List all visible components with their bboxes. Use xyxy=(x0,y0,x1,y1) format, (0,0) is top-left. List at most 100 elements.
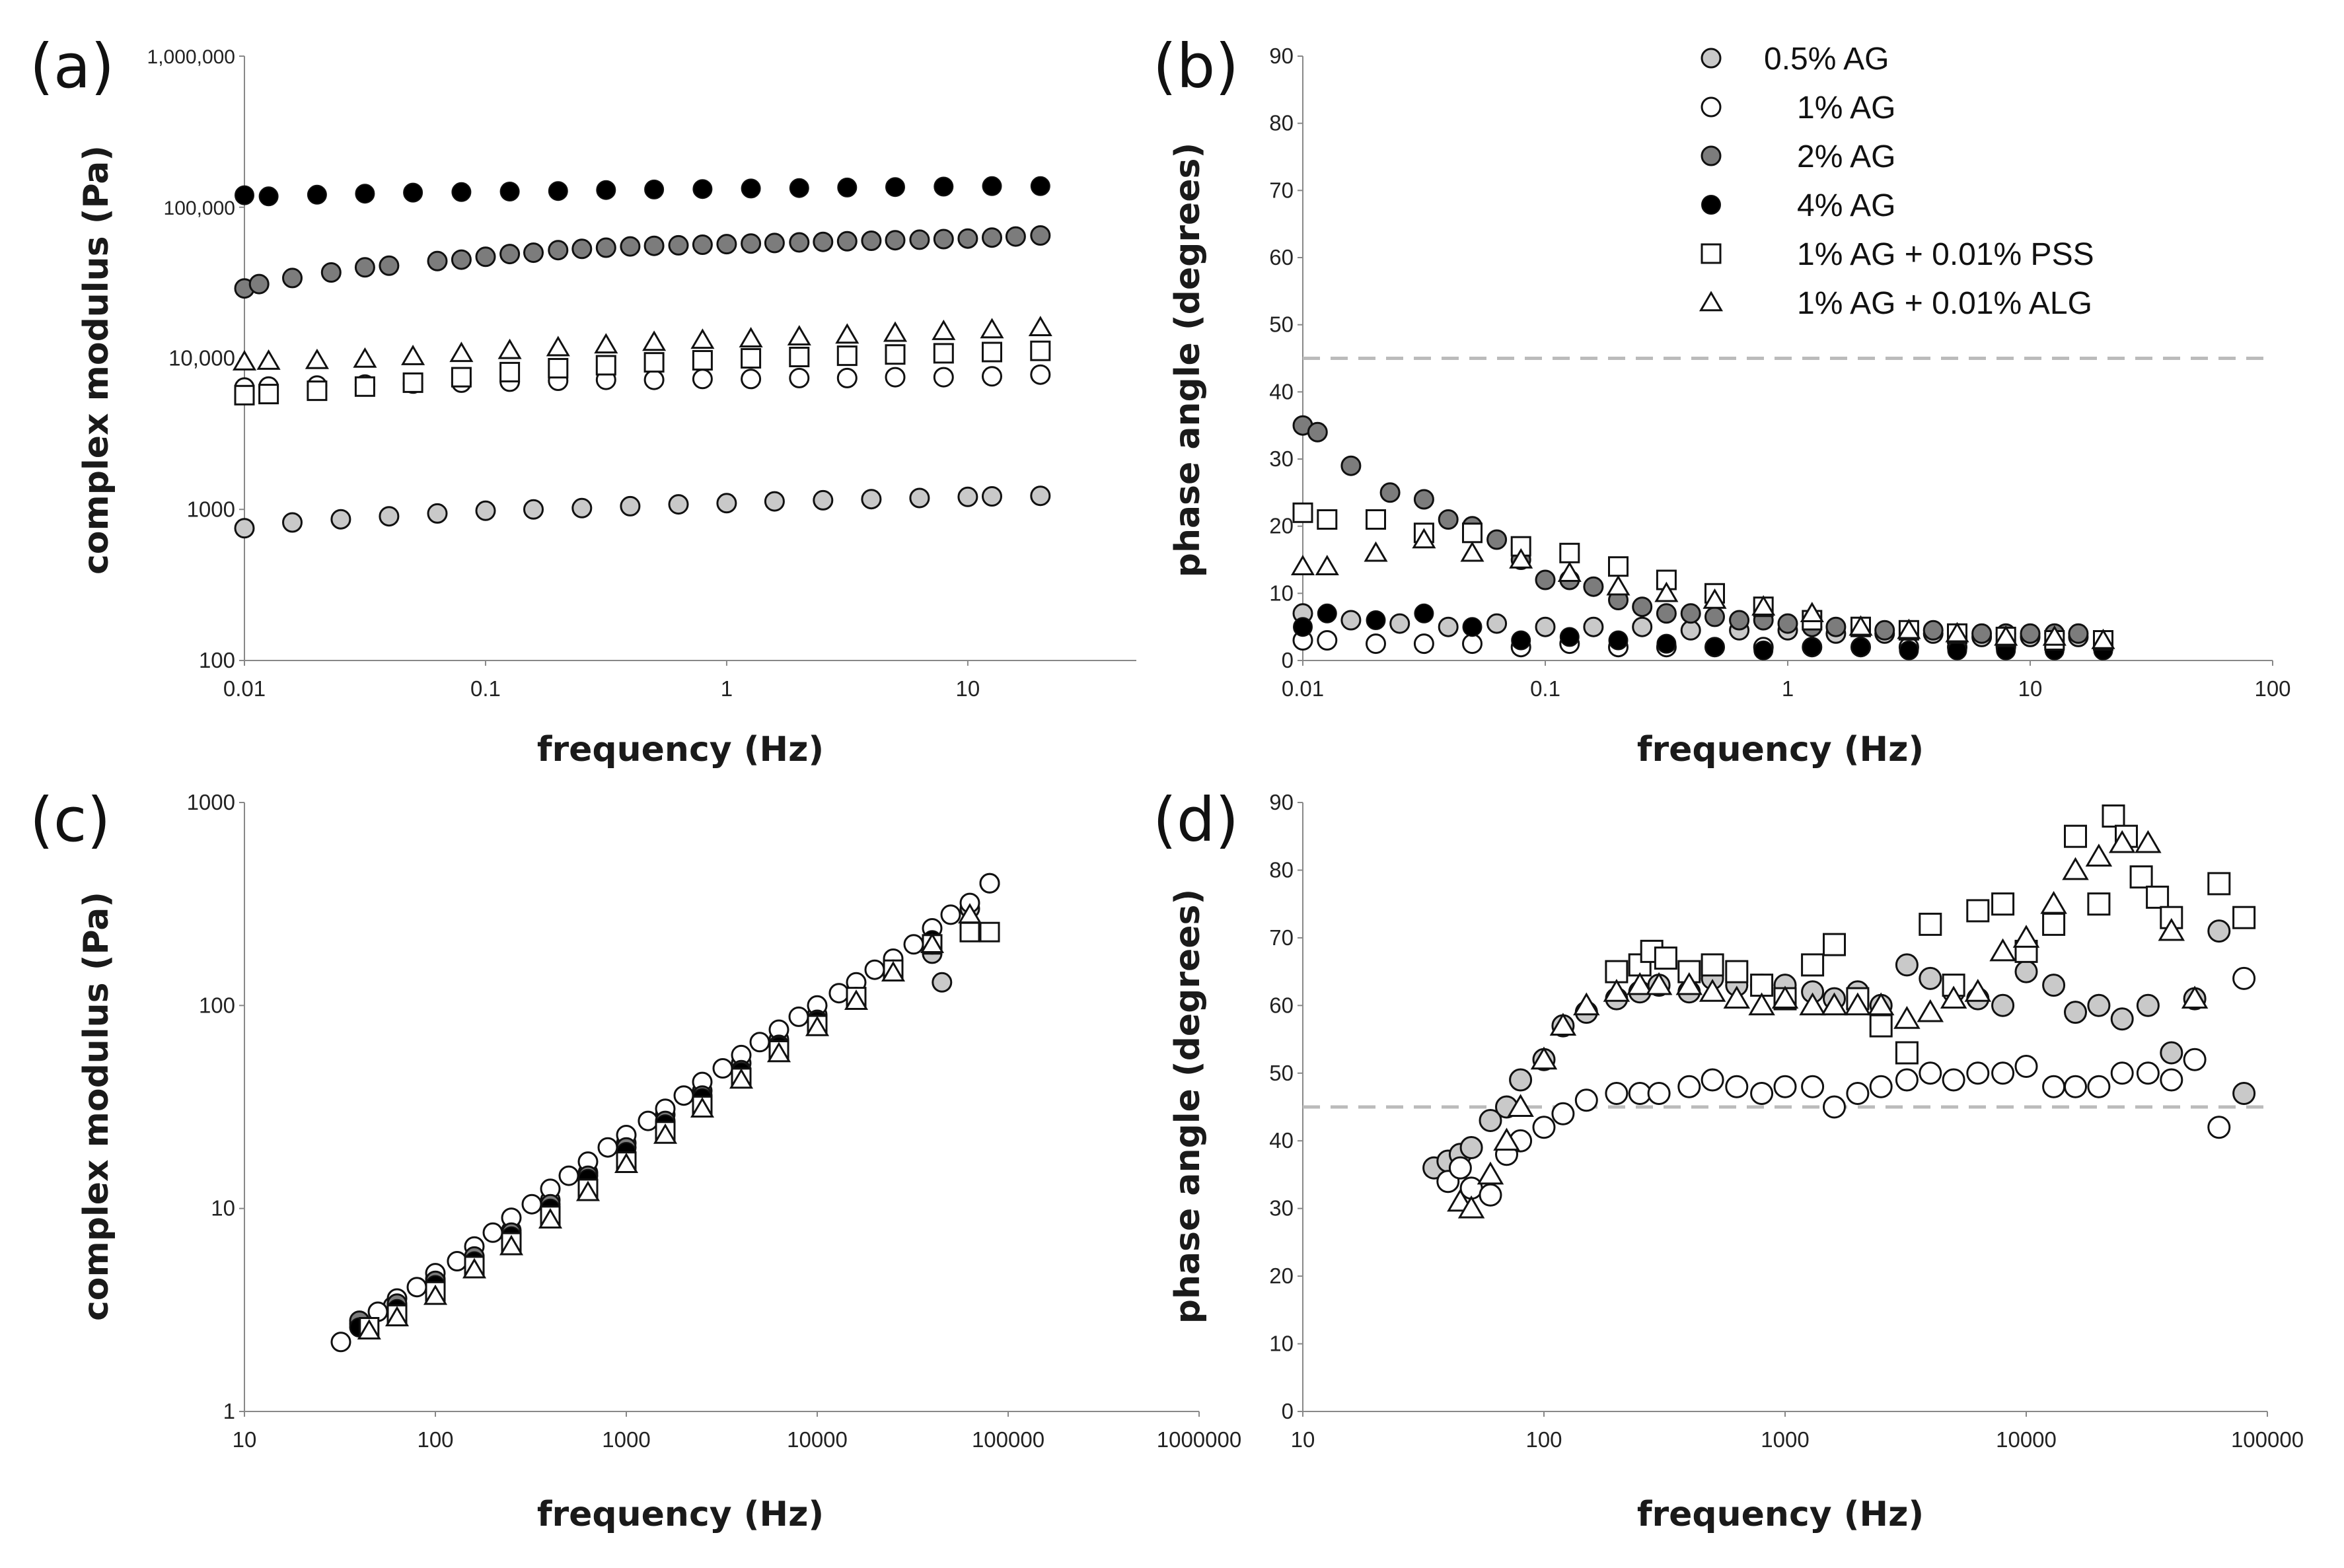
data-point xyxy=(1701,1068,1724,1092)
data-point xyxy=(1315,555,1339,575)
data-point xyxy=(355,184,375,204)
panel-d-y-axis-title: phase angle (degrees) xyxy=(1168,889,1208,1324)
data-point xyxy=(1448,1156,1472,1180)
data-point xyxy=(1802,637,1822,657)
data-point xyxy=(741,233,762,254)
series-1-ag-0-01-pss xyxy=(234,340,1051,406)
x-tick-label: 10 xyxy=(233,1427,257,1452)
y-tick-label: 40 xyxy=(1269,1128,1294,1153)
data-point xyxy=(1340,455,1362,476)
x-tick-label: 10 xyxy=(1291,1427,1315,1452)
data-point xyxy=(2135,830,2162,853)
data-point xyxy=(451,182,472,202)
y-tick-label: 50 xyxy=(1269,312,1294,337)
data-point xyxy=(940,904,961,925)
data-point xyxy=(1994,625,2018,646)
data-point xyxy=(2158,917,2185,941)
data-point xyxy=(1799,992,1826,1016)
data-point xyxy=(1867,992,1895,1016)
data-point xyxy=(256,349,281,370)
data-point xyxy=(1628,1082,1652,1105)
data-point xyxy=(1028,316,1052,337)
data-point xyxy=(2042,625,2067,646)
data-point xyxy=(1583,576,1604,597)
x-tick-label: 0.1 xyxy=(470,676,501,701)
data-point xyxy=(548,181,568,201)
legend-item-3: 4% AG xyxy=(1701,188,1895,223)
data-point xyxy=(1307,421,1328,443)
data-point xyxy=(451,367,472,388)
panel-c-y-ticks: 1 10 100 1000 xyxy=(187,790,244,1423)
data-point xyxy=(1413,489,1434,510)
panel-b-label: (b) xyxy=(1153,31,1239,102)
data-point xyxy=(1030,485,1051,507)
panel-d-markers xyxy=(1422,804,2256,1219)
y-tick-label: 10 xyxy=(211,1196,235,1221)
data-point xyxy=(1777,613,1798,634)
panel-d-x-ticks: 10 100 1000 10000 100000 xyxy=(1291,1411,2304,1452)
x-tick-label: 0.1 xyxy=(1530,676,1560,701)
data-point xyxy=(813,489,834,511)
legend-label-3: 4% AG xyxy=(1797,188,1895,223)
panel-d-label: (d) xyxy=(1153,785,1239,855)
data-point xyxy=(451,249,472,270)
data-point xyxy=(933,229,954,250)
data-point xyxy=(920,933,945,954)
data-point xyxy=(1675,972,1703,995)
panel-a-y-axis-title: complex modulus (Pa) xyxy=(77,145,116,575)
data-point xyxy=(575,1180,601,1201)
data-point xyxy=(716,234,737,255)
data-point xyxy=(837,177,858,197)
data-point xyxy=(1989,938,2016,962)
data-point xyxy=(1919,912,1942,936)
data-point xyxy=(1535,616,1556,637)
data-point xyxy=(1750,1082,1774,1105)
x-tick-label: 100 xyxy=(417,1427,453,1452)
data-point xyxy=(1293,617,1313,637)
data-point xyxy=(643,369,665,390)
data-point xyxy=(2110,1061,2134,1085)
data-point xyxy=(982,227,1002,248)
panel-a-x-ticks: 0.01 0.1 1 10 xyxy=(223,660,980,701)
data-point xyxy=(614,1153,639,1174)
legend-marker-shape xyxy=(1701,96,1722,118)
data-point xyxy=(729,1068,754,1089)
data-point xyxy=(885,344,906,365)
data-point xyxy=(1699,979,1726,1002)
data-point xyxy=(305,348,329,369)
data-point xyxy=(1923,620,1944,641)
data-point xyxy=(1751,595,1776,616)
data-point xyxy=(1605,1082,1629,1105)
series-4-ag xyxy=(235,176,1050,207)
data-point xyxy=(282,512,303,533)
data-point xyxy=(1654,581,1679,602)
data-point xyxy=(1680,620,1701,641)
data-point xyxy=(1656,603,1677,624)
data-point xyxy=(546,336,570,357)
data-point xyxy=(932,319,956,340)
data-point xyxy=(320,262,342,283)
x-tick-label: 10 xyxy=(2018,676,2043,701)
y-tick-label: 40 xyxy=(1269,379,1294,404)
data-point xyxy=(1821,992,1848,1016)
data-point xyxy=(1947,640,1967,660)
y-tick-label: 1 xyxy=(223,1399,235,1423)
data-point xyxy=(1964,979,1992,1002)
panel-a-y-ticks: 100 1000 10,000 100,000 1,000,000 xyxy=(147,46,244,672)
panel-b: (b) 0 10 20 30 40 50 60 70 80 90 0.01 0.1 1 10 100 fr… xyxy=(1153,31,2291,769)
data-point xyxy=(957,228,978,249)
data-point xyxy=(1030,364,1051,385)
data-point xyxy=(692,350,713,371)
x-tick-label: 1 xyxy=(721,676,733,701)
data-point xyxy=(957,486,978,507)
legend-marker-shape xyxy=(1699,291,1724,312)
data-point xyxy=(1632,616,1653,637)
data-point xyxy=(1412,528,1436,549)
data-point xyxy=(521,1194,542,1215)
data-point xyxy=(1825,616,1847,637)
data-point xyxy=(885,177,905,197)
data-point xyxy=(1725,960,1749,983)
data-point xyxy=(903,934,924,955)
